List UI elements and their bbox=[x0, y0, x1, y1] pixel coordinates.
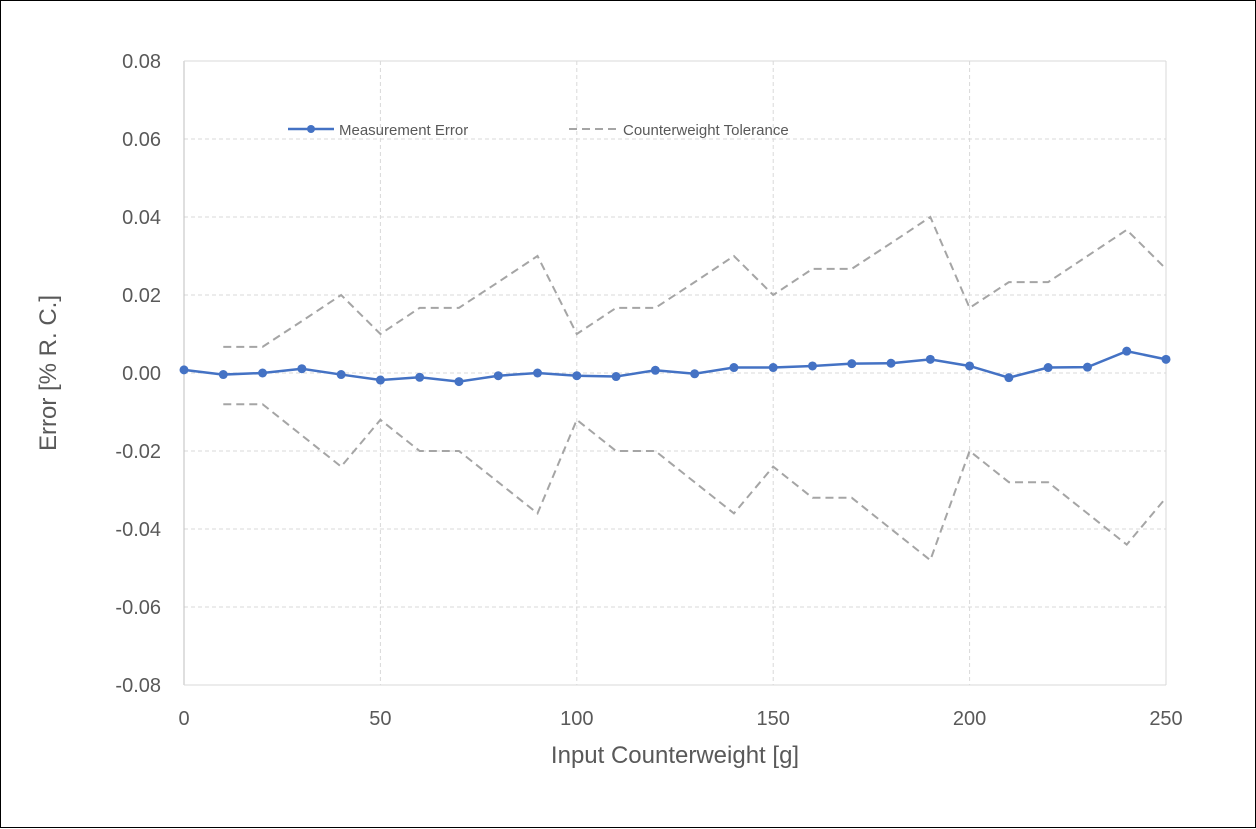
measurement-error-point bbox=[1043, 363, 1053, 373]
measurement-error-line bbox=[183, 349, 1167, 383]
legend: Measurement Error Counterweight Toleranc… bbox=[288, 122, 789, 139]
measurement-error-point bbox=[886, 358, 896, 368]
y-tick-label: 0.04 bbox=[122, 207, 161, 229]
measurement-error-point bbox=[258, 368, 268, 378]
measurement-error-point bbox=[375, 375, 385, 385]
y-tick-label: -0.04 bbox=[115, 519, 161, 541]
y-tick-label: 0.08 bbox=[122, 51, 161, 73]
measurement-error-point bbox=[925, 354, 935, 364]
measurement-error-point bbox=[572, 371, 582, 381]
y-tick-label: -0.08 bbox=[115, 675, 161, 697]
measurement-error-point bbox=[1122, 346, 1132, 356]
measurement-error-point bbox=[807, 361, 817, 371]
measurement-error-point bbox=[179, 365, 189, 375]
measurement-error-point bbox=[729, 363, 739, 373]
y-axis-title: Error [% R. C.] bbox=[35, 295, 62, 451]
legend-measurement-label: Measurement Error bbox=[339, 122, 468, 139]
series-layer bbox=[179, 215, 1171, 562]
x-tick-label: 50 bbox=[369, 708, 391, 730]
measurement-error-point bbox=[1161, 354, 1171, 364]
y-tick-label: 0.00 bbox=[122, 363, 161, 385]
x-axis-title: Input Counterweight [g] bbox=[551, 742, 799, 769]
x-tick-label: 200 bbox=[953, 708, 986, 730]
measurement-error-point bbox=[611, 372, 621, 382]
x-tick-labels: 0 50 100 150 200 250 bbox=[178, 708, 1182, 730]
y-tick-label: 0.02 bbox=[122, 285, 161, 307]
measurement-error-point bbox=[454, 377, 464, 387]
x-tick-label: 250 bbox=[1149, 708, 1182, 730]
measurement-error-point bbox=[336, 370, 346, 380]
measurement-error-point bbox=[297, 364, 307, 374]
measurement-error-point bbox=[690, 369, 700, 379]
measurement-error-point bbox=[1082, 362, 1092, 372]
legend-measurement-marker bbox=[307, 125, 315, 133]
measurement-error-point bbox=[1004, 373, 1014, 383]
measurement-error-point bbox=[847, 359, 857, 369]
tolerance-upper-line bbox=[223, 215, 1167, 348]
measurement-error-point bbox=[650, 365, 660, 375]
measurement-error-point bbox=[965, 361, 975, 371]
y-tick-label: -0.02 bbox=[115, 441, 161, 463]
measurement-error-point bbox=[218, 370, 228, 380]
measurement-error-point bbox=[415, 372, 425, 382]
y-tick-labels: 0.08 0.06 0.04 0.02 0.00 -0.02 -0.04 -0.06 -0.08 bbox=[115, 51, 161, 697]
measurement-error-point bbox=[493, 371, 503, 381]
x-tick-label: 100 bbox=[560, 708, 593, 730]
measurement-error-point bbox=[768, 363, 778, 373]
legend-tolerance-label: Counterweight Tolerance bbox=[623, 122, 789, 139]
measurement-error-point bbox=[533, 368, 543, 378]
y-tick-label: -0.06 bbox=[115, 597, 161, 619]
y-tick-label: 0.06 bbox=[122, 129, 161, 151]
tolerance-lower-line bbox=[223, 403, 1167, 562]
x-tick-label: 150 bbox=[757, 708, 790, 730]
x-tick-label: 0 bbox=[178, 708, 189, 730]
